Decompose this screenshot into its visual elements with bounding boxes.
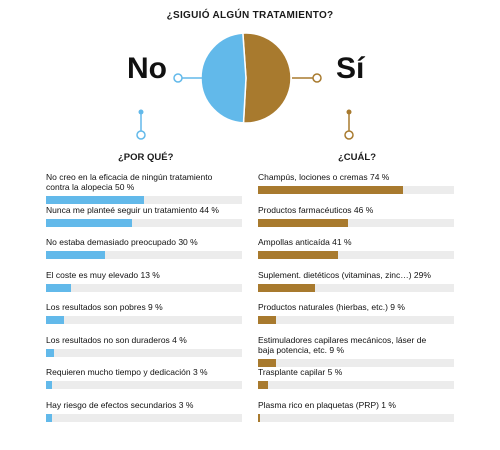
no-drop-dot <box>136 130 146 140</box>
reason-bar-label: No creo en la eficacia de ningún tratami… <box>46 172 213 182</box>
si-drop-dot <box>344 130 354 140</box>
reason-bar-track <box>46 251 242 259</box>
treatment-bar-label: Ampollas anticaída 41 % <box>258 237 352 247</box>
reason-bar-row: Nunca me planteé seguir un tratamiento 4… <box>46 204 242 227</box>
treatment-bar-row: Trasplante capilar 5 % <box>258 367 454 389</box>
chart-title: ¿SIGUIÓ ALGÚN TRATAMIENTO? <box>166 10 334 21</box>
reason-bar-label: Nunca me planteé seguir un tratamiento 4… <box>46 204 219 215</box>
reason-bar-label: Hay riesgo de efectos secundarios 3 % <box>46 399 194 410</box>
treatment-bar-track <box>258 413 454 422</box>
reason-bar-label: No estaba demasiado preocupado 30 % <box>46 237 198 247</box>
reason-bar-row: Requieren mucho tiempo y dedicación 3 % <box>46 367 242 389</box>
treatment-bar-label: Productos farmacéuticos 46 % <box>258 204 374 215</box>
no-label: No <box>127 52 167 85</box>
si-connector-dot <box>312 73 322 83</box>
treatment-bar-track <box>258 283 454 292</box>
treatment-bar-row: Ampollas anticaída 41 % <box>258 237 454 259</box>
left-heading: ¿POR QUÉ? <box>118 152 174 163</box>
treatment-bar-track <box>258 218 454 227</box>
treatment-bar-label: Suplement. dietéticos (vitaminas, zinc…)… <box>258 269 431 280</box>
treatment-bar-track <box>258 251 454 259</box>
reason-bar-row: Hay riesgo de efectos secundarios 3 % <box>46 399 242 422</box>
treatment-bar <box>258 413 260 422</box>
treatment-bar-row: Productos naturales (hierbas, etc.) 9 % <box>258 302 454 324</box>
reason-bar-label: contra la alopecia 50 % <box>46 182 135 192</box>
treatment-bar-track <box>258 316 454 324</box>
reason-bar-row: No creo en la eficacia de ningún tratami… <box>46 172 242 204</box>
reason-bar <box>46 316 64 324</box>
treatment-bar <box>258 316 276 324</box>
treatment-bar <box>258 283 315 292</box>
reason-bar <box>46 196 144 204</box>
treatment-bar-row: Champús, lociones o cremas 74 % <box>258 172 454 194</box>
treatment-bar <box>258 251 339 259</box>
treatment-bar <box>258 358 276 367</box>
reason-bar-row: Los resultados son pobres 9 % <box>46 302 242 324</box>
treatment-bar-track <box>258 186 454 194</box>
si-label: Sí <box>336 52 365 85</box>
treatment-bar-label: Estimuladores capilares mecánicos, láser… <box>258 334 427 345</box>
reason-bar-track <box>46 283 242 292</box>
treatment-bar-label: Champús, lociones o cremas 74 % <box>258 172 390 182</box>
reason-bar-label: Los resultados no son duraderos 4 % <box>46 334 187 345</box>
reason-bar-label: Los resultados son pobres 9 % <box>46 302 163 312</box>
reason-bar-row: No estaba demasiado preocupado 30 % <box>46 237 242 259</box>
reason-bar <box>46 218 133 227</box>
pie-slice-si <box>242 32 292 124</box>
reason-bar-label: Requieren mucho tiempo y dedicación 3 % <box>46 367 208 377</box>
reason-bar-row: Los resultados no son duraderos 4 % <box>46 334 242 357</box>
treatment-bar-label: Trasplante capilar 5 % <box>258 367 343 377</box>
treatment-bar-row: Productos farmacéuticos 46 % <box>258 204 454 227</box>
treatment-bar-track <box>258 381 454 389</box>
reason-bar-row: El coste es muy elevado 13 % <box>46 269 242 292</box>
reason-bar <box>46 381 52 389</box>
reason-bar <box>46 348 54 357</box>
pie-slice-no <box>200 32 247 124</box>
treatment-bar-row: Estimuladores capilares mecánicos, láser… <box>258 334 454 367</box>
no-connector-dot <box>173 73 183 83</box>
reason-bar-track <box>46 381 242 389</box>
reason-bar <box>46 251 105 259</box>
treatment-bar-track <box>258 358 454 367</box>
reason-bar-track <box>46 348 242 357</box>
treatment-bar-row: Suplement. dietéticos (vitaminas, zinc…)… <box>258 269 454 292</box>
treatment-bar-row: Plasma rico en plaquetas (PRP) 1 % <box>258 399 454 422</box>
reason-bar-track <box>46 218 242 227</box>
treatment-bar <box>258 381 268 389</box>
treatment-bar-label: baja potencia, etc. 9 % <box>258 344 345 355</box>
reason-bar-track <box>46 196 242 204</box>
right-heading: ¿CUÁL? <box>338 152 376 163</box>
treatment-bar-label: Plasma rico en plaquetas (PRP) 1 % <box>258 399 396 410</box>
treatment-bar <box>258 218 349 227</box>
reason-bar-track <box>46 413 242 422</box>
treatment-bar <box>258 186 404 194</box>
reason-bar <box>46 413 52 422</box>
reason-bar <box>46 283 72 292</box>
treatment-bar-label: Productos naturales (hierbas, etc.) 9 % <box>258 302 405 312</box>
reason-bar-label: El coste es muy elevado 13 % <box>46 269 160 280</box>
reason-bar-track <box>46 316 242 324</box>
